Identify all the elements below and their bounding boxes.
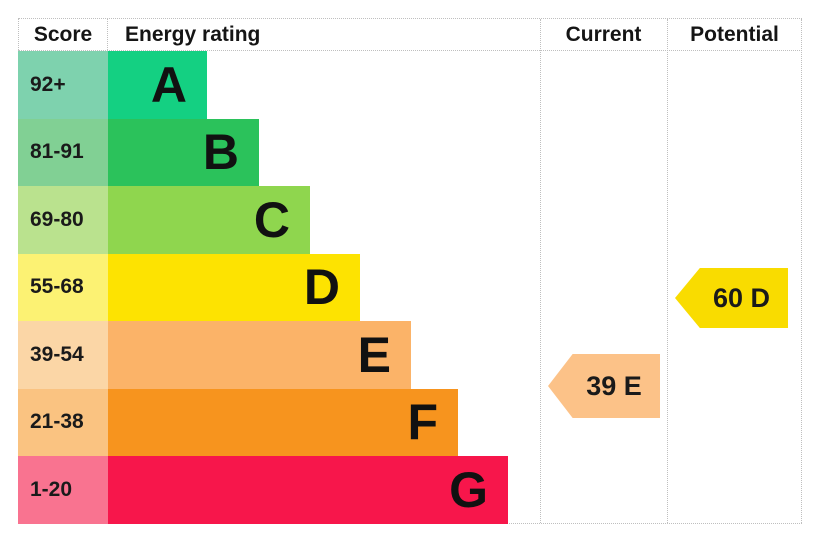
energy-rating-chart: Score Energy rating Current Potential 92… — [18, 18, 802, 524]
rating-bar-a: A — [108, 51, 207, 119]
rating-bar-d: D — [108, 253, 360, 321]
rating-row-c: 69-80 C — [18, 186, 802, 254]
score-range: 81-91 — [18, 118, 108, 186]
rating-letter: G — [449, 461, 488, 518]
score-range: 55-68 — [18, 253, 108, 321]
rating-row-b: 81-91 B — [18, 118, 802, 186]
rating-bar-b: B — [108, 118, 259, 186]
rating-row-e: 39-54 E — [18, 321, 802, 389]
potential-header: Potential — [690, 22, 779, 46]
rating-bar-g: G — [108, 456, 508, 524]
rating-letter: F — [407, 394, 438, 451]
rating-letter: E — [357, 326, 391, 383]
score-range: 21-38 — [18, 388, 108, 456]
rating-rows: 92+ A 81-91 B 69-80 C 55-68 D 39-54 E 21… — [18, 51, 802, 524]
score-range: 69-80 — [18, 186, 108, 254]
rating-bar-c: C — [108, 186, 310, 254]
rating-letter: B — [202, 124, 239, 181]
potential-rating-arrow: 60 D — [675, 268, 788, 328]
column-divider-current — [540, 19, 541, 523]
rating-row-d: 55-68 D — [18, 253, 802, 321]
score-header: Score — [18, 19, 108, 50]
current-rating-arrow: 39 E — [548, 354, 660, 418]
rating-letter: A — [150, 56, 187, 113]
rating-letter: D — [303, 259, 340, 316]
current-header: Current — [565, 22, 642, 46]
score-range: 92+ — [18, 51, 108, 119]
rating-row-a: 92+ A — [18, 51, 802, 119]
rating-letter: C — [253, 191, 290, 248]
rating-row-g: 1-20 G — [18, 456, 802, 524]
column-divider-potential — [667, 19, 668, 523]
header-row: Score Energy rating Current Potential — [18, 19, 802, 51]
rating-bar-e: E — [108, 321, 411, 389]
energy-rating-header: Energy rating — [125, 22, 261, 46]
rating-row-f: 21-38 F — [18, 388, 802, 456]
column-divider-right — [801, 19, 802, 523]
rating-bar-f: F — [108, 388, 458, 456]
score-range: 39-54 — [18, 321, 108, 389]
score-range: 1-20 — [18, 456, 108, 524]
